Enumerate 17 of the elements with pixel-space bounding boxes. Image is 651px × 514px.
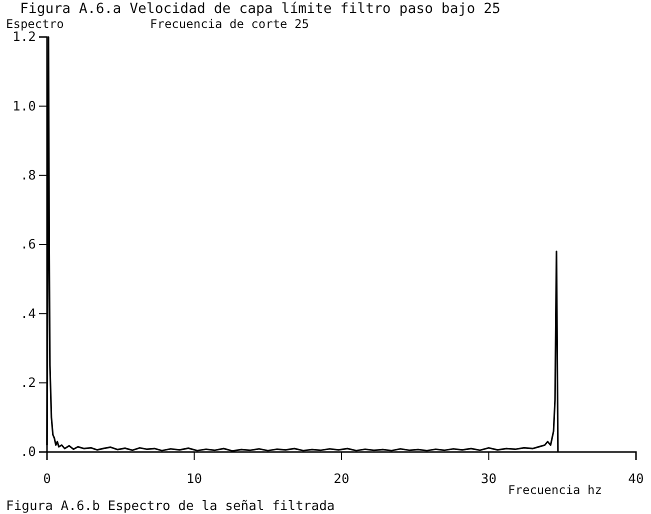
y-tick-label: .4 <box>20 306 36 322</box>
y-tick-label: .6 <box>20 238 36 253</box>
x-tick-label: 40 <box>628 472 644 488</box>
y-axis-title: Espectro <box>6 17 64 31</box>
y-tick-label: .0 <box>20 445 36 460</box>
y-tick-label: .2 <box>20 376 36 391</box>
y-tick-label: 1.0 <box>12 99 36 114</box>
chart-title: Figura A.6.a Velocidad de capa límite filtro paso bajo 25 <box>20 1 500 17</box>
chart-subtitle: Frecuencia de corte 25 <box>150 17 309 31</box>
y-tick-label: 1.2 <box>12 30 36 46</box>
x-tick-label: 0 <box>43 472 51 488</box>
x-tick-label: 10 <box>186 472 202 488</box>
x-axis-title: Frecuencia hz <box>508 483 602 497</box>
y-tick-label: .8 <box>20 168 36 184</box>
x-tick-label: 30 <box>480 472 497 488</box>
text: Figura A.6.b Espectro de la señal filtrada <box>6 499 335 514</box>
x-tick-label: 20 <box>334 472 350 488</box>
